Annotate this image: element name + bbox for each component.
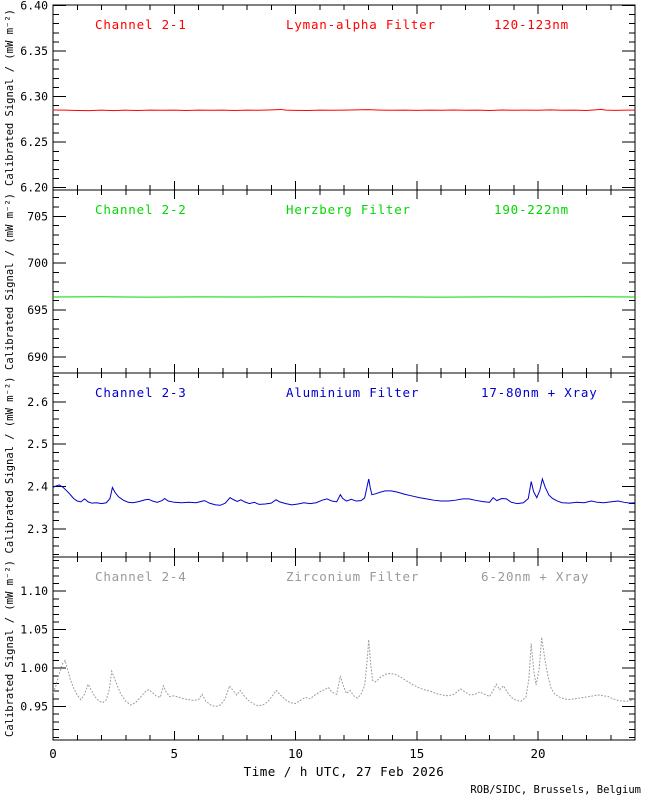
channel-label: Channel 2-4: [95, 569, 187, 584]
filter-label: Aluminium Filter: [286, 385, 419, 400]
y-axis-title: Calibrated Signal / (mW m⁻²): [4, 560, 16, 737]
x-axis-title: Time / h UTC, 27 Feb 2026: [244, 764, 445, 779]
x-tick-label: 10: [288, 746, 303, 761]
y-tick-label: 690: [27, 350, 48, 364]
panel-channel-2-1: 6.20 6.25 6.30 6.35 6.40 Calibrated Signal / …: [4, 0, 636, 195]
panel-channel-2-4: 0.95 1.00 1.05 1.10 Calibrated Signal / (mW …: [4, 556, 636, 741]
y-tick-label: 2.3: [27, 522, 48, 536]
y-tick-label: 1.10: [20, 584, 48, 598]
y-axis-title: Calibrated Signal / (mW m⁻²): [4, 376, 16, 553]
y-tick-label: 705: [27, 209, 48, 223]
y-tick-label: 6.35: [20, 44, 48, 58]
y-tick-label: 2.6: [27, 395, 48, 409]
x-tick-label: 5: [170, 746, 178, 761]
y-tick-label: 6.40: [20, 0, 48, 12]
y-tick-label: 2.5: [27, 437, 48, 451]
y-tick-label: 6.30: [20, 90, 48, 104]
filter-label: Herzberg Filter: [286, 202, 411, 217]
y-tick-label: 6.25: [20, 135, 48, 149]
band-label: 17-80nm + Xray: [481, 385, 598, 400]
panel-frame: [52, 556, 636, 741]
y-axis-title: Calibrated Signal / (mW m⁻²): [4, 193, 16, 370]
series-line-channel-2-3: [52, 477, 636, 506]
y-tick-label: 6.20: [20, 181, 48, 195]
band-label: 120-123nm: [494, 17, 569, 32]
panel-frame: [52, 4, 636, 191]
credit-text: ROB/SIDC, Brussels, Belgium: [470, 784, 641, 796]
x-tick-label: 20: [530, 746, 545, 761]
y-tick-label: 0.95: [20, 700, 48, 714]
y-tick-label: 700: [27, 256, 48, 270]
y-axis-title: Calibrated Signal / (mW m⁻²): [4, 9, 16, 186]
channel-label: Channel 2-3: [95, 385, 187, 400]
x-tick-label: 0: [49, 746, 57, 761]
filter-label: Zirconium Filter: [286, 569, 419, 584]
panel-frame: [52, 189, 636, 374]
channel-label: Channel 2-2: [95, 202, 187, 217]
series-line-channel-2-4: [52, 637, 636, 708]
panel-channel-2-2: 690 695 700 705 Calibrated Signal / (mW m⁻²)…: [4, 189, 636, 374]
y-tick-label: 2.4: [27, 480, 48, 494]
filter-label: Lyman-alpha Filter: [286, 17, 436, 32]
series-line-channel-2-1: [52, 108, 636, 112]
y-tick-label: 695: [27, 303, 48, 317]
band-label: 190-222nm: [494, 202, 569, 217]
band-label: 6-20nm + Xray: [481, 569, 589, 584]
x-tick-label: 15: [409, 746, 424, 761]
panel-frame: [52, 372, 636, 558]
y-tick-label: 1.00: [20, 661, 48, 675]
panel-channel-2-3: 2.3 2.4 2.5 2.6 Calibrated Signal / (mW m⁻²)…: [4, 372, 636, 558]
channel-label: Channel 2-1: [95, 17, 187, 32]
y-tick-label: 1.05: [20, 623, 48, 637]
